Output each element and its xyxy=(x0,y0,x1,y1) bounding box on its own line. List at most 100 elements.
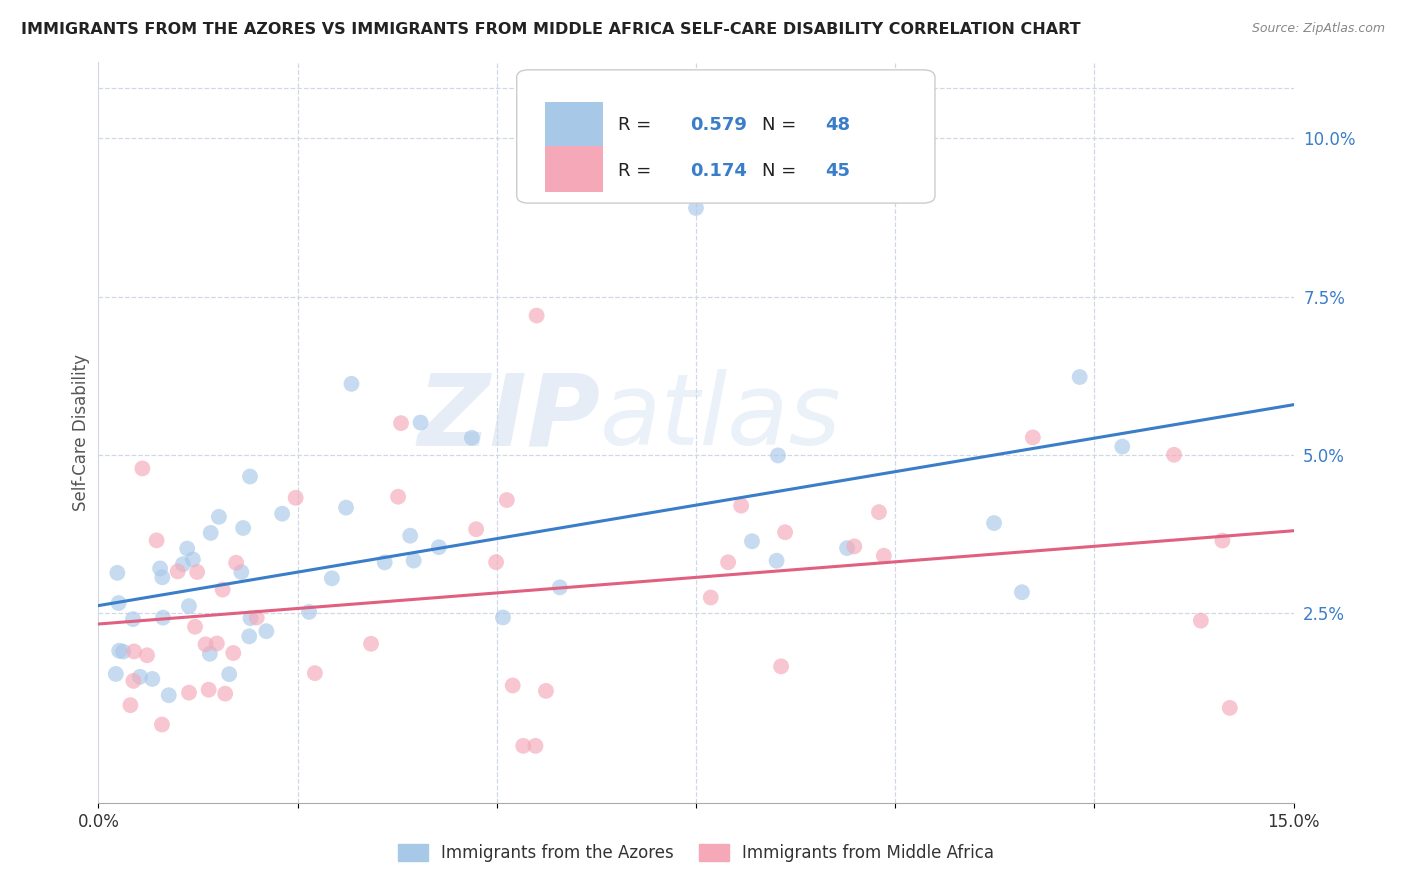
Point xyxy=(461,431,484,445)
Point xyxy=(145,533,167,548)
Point xyxy=(685,201,707,215)
Point xyxy=(465,522,488,536)
Point xyxy=(1189,614,1212,628)
Point xyxy=(389,416,412,430)
Point xyxy=(502,678,524,692)
Point xyxy=(717,555,740,569)
Point xyxy=(409,416,432,430)
Point xyxy=(873,549,896,563)
Point xyxy=(304,666,326,681)
Point xyxy=(225,556,247,570)
Point xyxy=(1069,370,1091,384)
Point xyxy=(741,534,763,549)
Point xyxy=(387,490,409,504)
Point xyxy=(122,673,145,688)
Point xyxy=(198,647,221,661)
Point xyxy=(298,605,321,619)
Point xyxy=(427,540,450,554)
Point xyxy=(1163,448,1185,462)
Point xyxy=(104,667,127,681)
Point xyxy=(136,648,159,663)
Point xyxy=(149,561,172,575)
Point xyxy=(1111,440,1133,454)
Point xyxy=(157,688,180,702)
Point xyxy=(335,500,357,515)
Point xyxy=(773,525,796,540)
Point xyxy=(770,659,793,673)
Point xyxy=(835,541,858,555)
Point xyxy=(222,646,245,660)
Point xyxy=(1022,430,1045,444)
Point xyxy=(766,449,789,463)
Point xyxy=(214,687,236,701)
Point xyxy=(399,529,422,543)
Point xyxy=(208,509,231,524)
Point xyxy=(177,599,200,613)
Text: IMMIGRANTS FROM THE AZORES VS IMMIGRANTS FROM MIDDLE AFRICA SELF-CARE DISABILITY: IMMIGRANTS FROM THE AZORES VS IMMIGRANTS… xyxy=(21,22,1081,37)
Point xyxy=(211,582,233,597)
Point xyxy=(284,491,307,505)
Point xyxy=(197,682,219,697)
FancyBboxPatch shape xyxy=(546,102,603,147)
Point xyxy=(983,516,1005,530)
Point xyxy=(238,629,260,643)
Point xyxy=(1011,585,1033,599)
Text: R =: R = xyxy=(619,161,651,179)
Text: N =: N = xyxy=(762,116,796,135)
Point xyxy=(534,684,557,698)
Point xyxy=(868,505,890,519)
Text: 0.579: 0.579 xyxy=(690,116,747,135)
Point xyxy=(524,739,547,753)
Point xyxy=(231,565,253,579)
Y-axis label: Self-Care Disability: Self-Care Disability xyxy=(72,354,90,511)
Point xyxy=(205,636,228,650)
FancyBboxPatch shape xyxy=(546,146,603,192)
Point xyxy=(402,553,425,567)
Point xyxy=(152,610,174,624)
Text: atlas: atlas xyxy=(600,369,842,467)
Point xyxy=(492,610,515,624)
Point xyxy=(548,580,571,594)
Point xyxy=(122,644,145,658)
Point xyxy=(122,612,145,626)
Point xyxy=(340,376,363,391)
Point xyxy=(172,557,194,571)
Point xyxy=(321,571,343,585)
Point xyxy=(526,309,548,323)
Point xyxy=(105,566,128,580)
Point xyxy=(485,555,508,569)
Text: 45: 45 xyxy=(825,161,851,179)
Point xyxy=(186,565,208,579)
Point xyxy=(194,637,217,651)
Point xyxy=(218,667,240,681)
Point xyxy=(141,672,163,686)
Text: N =: N = xyxy=(762,161,796,179)
FancyBboxPatch shape xyxy=(517,70,935,203)
Point xyxy=(108,644,131,658)
Point xyxy=(700,591,723,605)
Point xyxy=(107,596,129,610)
Text: R =: R = xyxy=(619,116,651,135)
Legend: Immigrants from the Azores, Immigrants from Middle Africa: Immigrants from the Azores, Immigrants f… xyxy=(391,837,1001,869)
Point xyxy=(166,565,188,579)
Point xyxy=(181,552,204,566)
Point xyxy=(374,555,396,569)
Point xyxy=(176,541,198,556)
Point xyxy=(177,686,200,700)
Point xyxy=(360,637,382,651)
Point xyxy=(271,507,294,521)
Point xyxy=(150,717,173,731)
Point xyxy=(184,620,207,634)
Point xyxy=(239,469,262,483)
Point xyxy=(129,670,152,684)
Point xyxy=(1211,533,1233,548)
Point xyxy=(200,525,222,540)
Point xyxy=(246,610,269,624)
Text: 0.174: 0.174 xyxy=(690,161,747,179)
Point xyxy=(1219,701,1241,715)
Text: 48: 48 xyxy=(825,116,851,135)
Point xyxy=(730,499,752,513)
Point xyxy=(239,611,262,625)
Point xyxy=(495,493,517,508)
Point xyxy=(765,554,787,568)
